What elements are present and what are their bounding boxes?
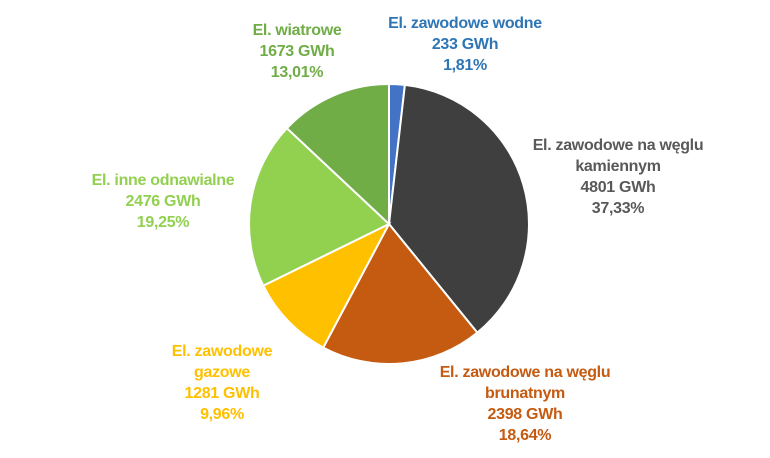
slice-label: El. zawodowe wodne 233 GWh 1,81%	[388, 15, 542, 74]
slice-label: El. zawodowe gazowe 1281 GWh 9,96%	[172, 343, 273, 423]
slice-value-label: 233 GWh	[432, 36, 498, 53]
pie-slice	[248, 126, 391, 287]
slice-label-name: El. zawodowe	[172, 343, 273, 360]
slice-label: El. inne odnawialne 2476 GWh 19,25%	[92, 172, 235, 231]
slice-percent-label: 37,33%	[592, 200, 645, 217]
slice-label-name: kamiennym	[575, 158, 660, 175]
slice-value-label: 4801 GWh	[581, 179, 656, 196]
pie-slice	[285, 82, 390, 227]
slice-label: El. zawodowe na węglu kamiennym 4801 GWh 37…	[533, 137, 704, 217]
slice-label-name: El. wiatrowe	[253, 22, 342, 39]
slice-value-label: 1673 GWh	[260, 43, 335, 60]
slice-label-name: brunatnym	[485, 385, 565, 402]
pie-slice	[321, 222, 479, 365]
slice-percent-label: 19,25%	[137, 214, 190, 231]
pie-slice	[261, 221, 392, 349]
slice-percent-label: 18,64%	[499, 427, 552, 444]
slice-percent-label: 1,81%	[443, 57, 487, 74]
slice-percent-label: 9,96%	[200, 406, 244, 423]
slice-label-name: El. zawodowe na węglu	[533, 137, 704, 154]
pie-slice	[387, 83, 530, 335]
slice-percent-label: 13,01%	[271, 64, 324, 81]
slice-label-name: El. zawodowe wodne	[388, 15, 542, 32]
slice-value-label: 1281 GWh	[185, 385, 260, 402]
slice-value-label: 2476 GWh	[126, 193, 201, 210]
slice-label-name: gazowe	[194, 364, 250, 381]
slice-label-name: El. inne odnawialne	[92, 172, 235, 189]
slice-label: El. zawodowe na węglu brunatnym 2398 GWh 18…	[440, 364, 611, 444]
slice-label: El. wiatrowe 1673 GWh 13,01%	[253, 22, 342, 81]
slice-value-label: 2398 GWh	[488, 406, 563, 423]
slice-label-name: El. zawodowe na węglu	[440, 364, 611, 381]
